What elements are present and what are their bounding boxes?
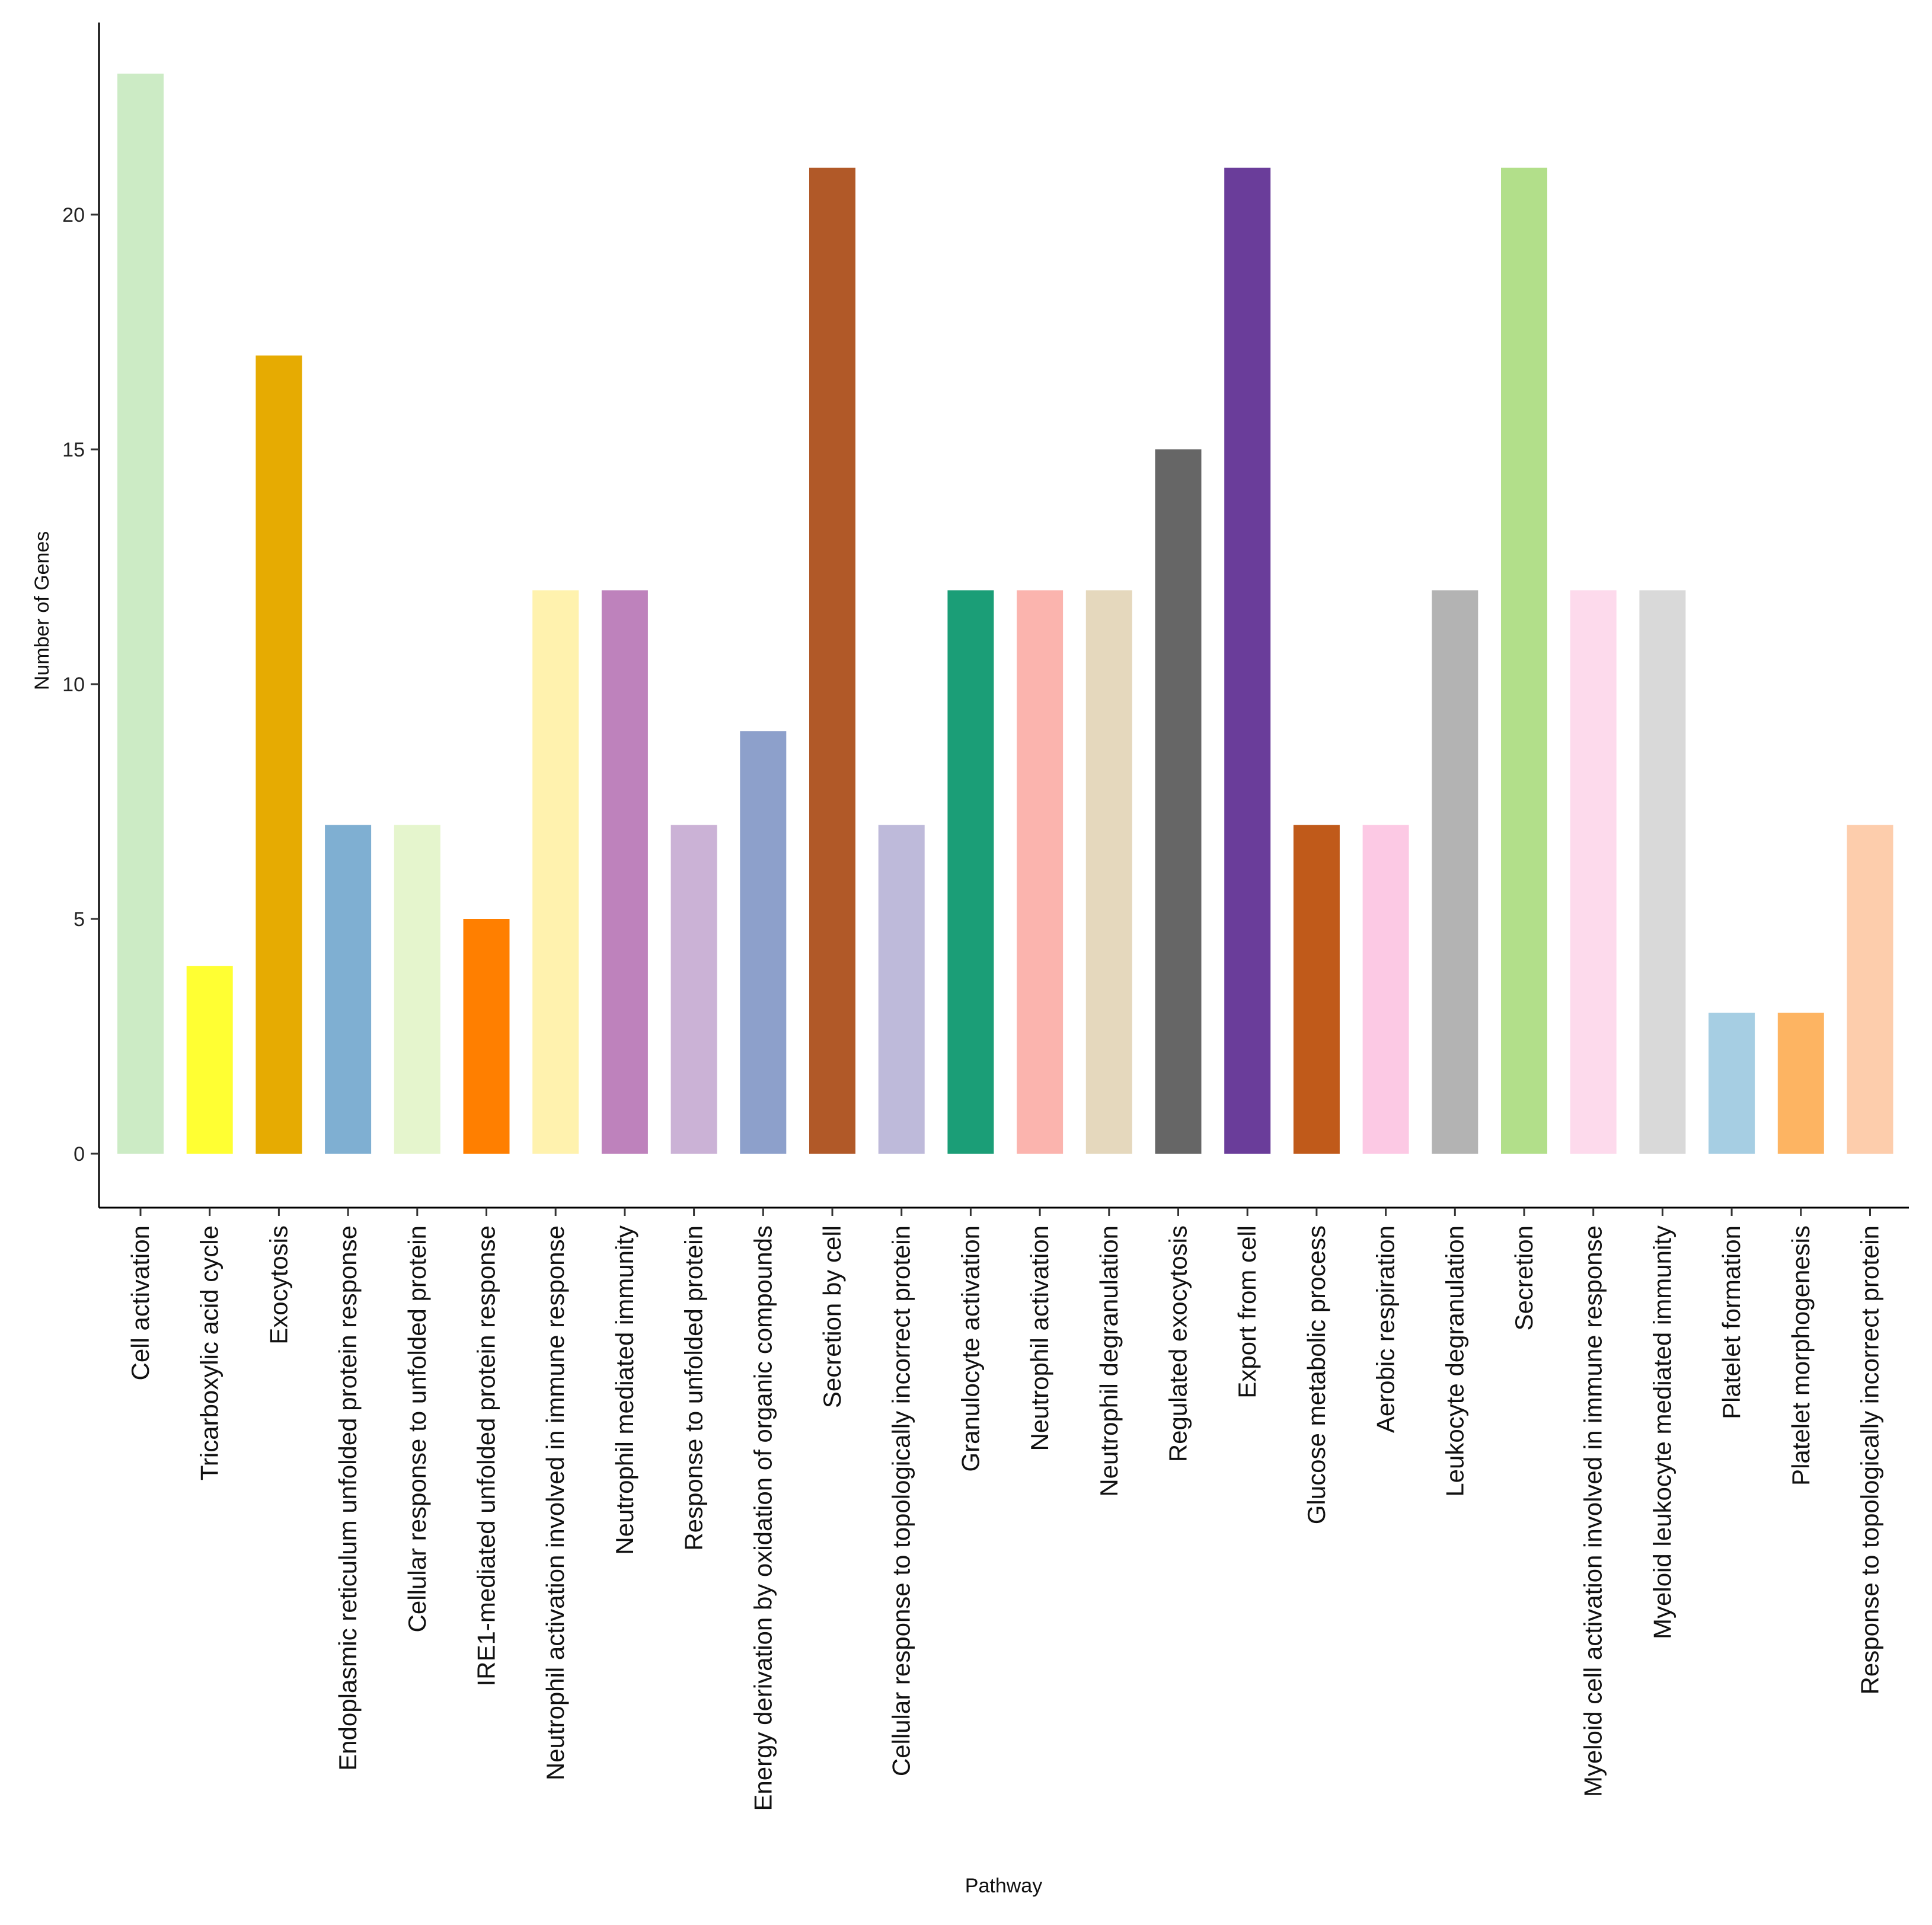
bars-group bbox=[117, 74, 1893, 1154]
x-tick-label: Neutrophil activation involved in immune… bbox=[541, 1225, 569, 1780]
y-axis-ticks: 0 5 10 15 20 bbox=[62, 204, 99, 1166]
y-tick-label: 20 bbox=[62, 204, 85, 226]
bar-19 bbox=[1362, 825, 1409, 1154]
bar-24 bbox=[1709, 1013, 1755, 1154]
x-tick-label: Platelet morphogenesis bbox=[1787, 1225, 1815, 1486]
y-tick-label: 0 bbox=[74, 1143, 85, 1166]
x-tick-label: Regulated exocytosis bbox=[1164, 1225, 1192, 1462]
y-tick-label: 5 bbox=[74, 908, 85, 931]
x-tick-label: Glucose metabolic process bbox=[1302, 1225, 1330, 1524]
bar-18 bbox=[1293, 825, 1340, 1154]
x-tick-label: Aerobic respiration bbox=[1372, 1225, 1400, 1433]
bar-15 bbox=[1085, 590, 1132, 1154]
bar-25 bbox=[1777, 1013, 1824, 1154]
bar-7 bbox=[532, 590, 579, 1154]
bar-11 bbox=[809, 167, 855, 1154]
bar-20 bbox=[1432, 590, 1478, 1154]
x-tick-label: Neutrophil degranulation bbox=[1095, 1225, 1123, 1497]
y-tick-label: 10 bbox=[62, 673, 85, 696]
x-tick-label: Granulocyte activation bbox=[956, 1225, 984, 1472]
x-tick-label: Platelet formation bbox=[1717, 1225, 1745, 1419]
x-tick-label: Cell activation bbox=[126, 1225, 154, 1380]
bar-3 bbox=[256, 355, 302, 1154]
bar-23 bbox=[1639, 590, 1686, 1154]
bar-14 bbox=[1017, 590, 1064, 1154]
bar-12 bbox=[878, 825, 925, 1154]
bar-6 bbox=[463, 919, 510, 1154]
bar-16 bbox=[1155, 449, 1202, 1154]
bar-9 bbox=[670, 825, 717, 1154]
bar-2 bbox=[186, 966, 233, 1154]
x-tick-label: Response to unfolded protein bbox=[680, 1225, 708, 1551]
x-tick-label: Secretion by cell bbox=[818, 1225, 846, 1408]
bar-22 bbox=[1570, 590, 1617, 1154]
bar-17 bbox=[1224, 167, 1271, 1154]
y-axis-title: Number of Genes bbox=[31, 531, 53, 690]
bar-10 bbox=[740, 731, 787, 1154]
x-tick-label: Exocytosis bbox=[264, 1225, 292, 1345]
x-tick-label: Myeloid leukocyte mediated immunity bbox=[1648, 1225, 1676, 1639]
x-tick-label: Cellular response to unfolded protein bbox=[403, 1225, 431, 1632]
bar-5 bbox=[394, 825, 440, 1154]
bar-21 bbox=[1501, 167, 1547, 1154]
x-axis-ticks: Cell activation Tricarboxylic acid cycle E… bbox=[126, 1208, 1884, 1811]
x-tick-label: IRE1-mediated unfolded protein response bbox=[472, 1225, 500, 1687]
x-tick-label: Cellular response to topologically incor… bbox=[887, 1225, 915, 1776]
x-tick-label: Export from cell bbox=[1233, 1225, 1261, 1399]
bar-13 bbox=[947, 590, 994, 1154]
bar-8 bbox=[601, 590, 648, 1154]
x-tick-label: Neutrophil activation bbox=[1026, 1225, 1053, 1451]
x-tick-label: Leukocyte degranulation bbox=[1441, 1225, 1468, 1497]
bar-4 bbox=[325, 825, 372, 1154]
x-tick-label: Neutrophil mediated immunity bbox=[611, 1225, 638, 1555]
bar-1 bbox=[117, 74, 164, 1154]
y-tick-label: 15 bbox=[62, 439, 85, 461]
x-tick-label: Secretion bbox=[1510, 1225, 1538, 1330]
bar-26 bbox=[1847, 825, 1893, 1154]
x-tick-label: Endoplasmic reticulum unfolded protein r… bbox=[334, 1225, 362, 1771]
x-tick-label: Response to topologically incorrect prot… bbox=[1856, 1225, 1884, 1694]
x-tick-label: Myeloid cell activation involved in immu… bbox=[1579, 1225, 1607, 1797]
x-tick-label: Tricarboxylic acid cycle bbox=[196, 1225, 223, 1480]
x-axis-title: Pathway bbox=[965, 1875, 1042, 1897]
x-tick-label: Energy derivation by oxidation of organi… bbox=[749, 1225, 777, 1811]
